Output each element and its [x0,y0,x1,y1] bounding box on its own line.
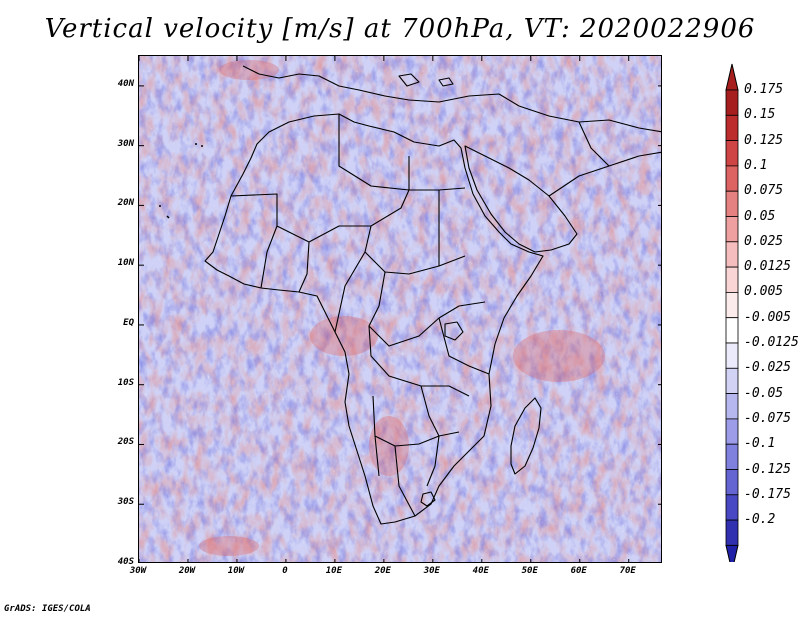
lon-label: 20W [178,566,196,576]
colorbar-swatch [725,216,739,243]
colorbar-swatch [725,241,739,268]
arabian-peninsula-outline [464,145,578,253]
colorbar-level-label: 0.125 [744,132,784,148]
colorbar-swatch [725,165,739,192]
lon-label: 40E [472,566,489,576]
colorbar-level-label: -0.0125 [744,335,799,350]
colorbar-level-label: 0.005 [744,284,784,300]
lat-label: 40S [117,557,134,567]
lat-label: EQ [123,317,134,328]
lon-label: 0 [282,566,288,576]
colorbar-level-label: 0.175 [744,82,784,97]
axis-ticks [139,56,661,562]
europe-coastline [242,65,520,107]
colorbar-level-label: -0.175 [744,486,791,502]
contour-speckle [139,56,661,562]
mediterranean-islands [398,73,454,87]
ascent-hotspot [513,330,605,382]
lat-label: 20S [117,437,134,448]
colorbar [725,63,739,562]
vertical-velocity-field [139,56,661,562]
colorbar-swatch [725,342,739,369]
lesotho-outline [420,491,436,507]
colorbar-level-label: -0.025 [744,360,791,376]
lon-label: 20E [374,566,391,576]
colorbar-level-label: -0.05 [744,385,784,401]
colorbar-swatch [725,317,739,344]
colorbar-swatch [725,519,739,546]
strong-ascent-regions [199,60,605,556]
lat-label: 30N [117,138,134,149]
lon-label: 60E [570,566,587,576]
lat-label: 40N [117,78,134,89]
colorbar-level-label: 0.1 [744,157,768,173]
colorbar-swatch [725,494,739,521]
colorbar-swatch [725,114,739,141]
colorbar-level-label: 0.025 [744,233,784,249]
colorbar-swatch [725,469,739,496]
colorbar-swatch [725,367,739,394]
colorbar-swatch [725,140,739,167]
colorbar-level-label: 0.15 [744,107,776,123]
colorbar-swatch [725,443,739,470]
colorbar-swatch [725,418,739,445]
lon-label: 10W [227,566,245,576]
colorbar-swatch [725,291,739,319]
colorbar-level-label: -0.1 [744,436,776,452]
lon-label: 10E [325,566,342,576]
colorbar-level-label: 0.075 [744,183,784,199]
interior-borders [230,114,490,517]
map-panel [138,55,662,563]
colorbar-swatch [725,190,739,217]
colorbar-level-label: 0.05 [744,208,776,224]
lon-label: 50E [521,566,538,576]
madagascar-outline [510,397,542,475]
lat-label: 10S [117,377,134,388]
lake-victoria-outline [444,321,464,341]
colorbar-level-label: 0.0125 [744,259,791,275]
colorbar-level-label: -0.125 [744,461,791,477]
colorbar-swatch [725,393,739,420]
lat-label: 20N [117,198,134,209]
lat-label: 30S [117,497,134,508]
lat-label: 10N [117,258,134,269]
ascent-hotspot [369,416,409,476]
ascent-hotspot [310,316,378,356]
lon-label: 30E [423,566,440,576]
colorbar-level-label: -0.2 [744,512,776,528]
map-title: Vertical velocity [m/s] at 700hPa, VT: 2… [44,14,756,44]
colorbar-bottom-arrow [725,544,739,562]
colorbar-level-label: -0.005 [744,309,791,325]
colorbar-swatch [725,89,739,116]
africa-coastline [204,113,544,525]
colorbar-level-label: -0.075 [744,410,791,426]
ascent-hotspot [199,536,259,556]
ascent-hotspot [219,60,279,80]
lon-label: 30W [129,566,147,576]
country-borders [159,65,661,525]
colorbar-swatch [725,266,739,293]
lon-label: 70E [619,566,636,576]
persian-region-borders [518,105,661,197]
colorbar-top-arrow [725,63,739,91]
grads-credit: GrADS: IGES/COLA [4,604,91,614]
canary-islands-marks [159,143,203,219]
